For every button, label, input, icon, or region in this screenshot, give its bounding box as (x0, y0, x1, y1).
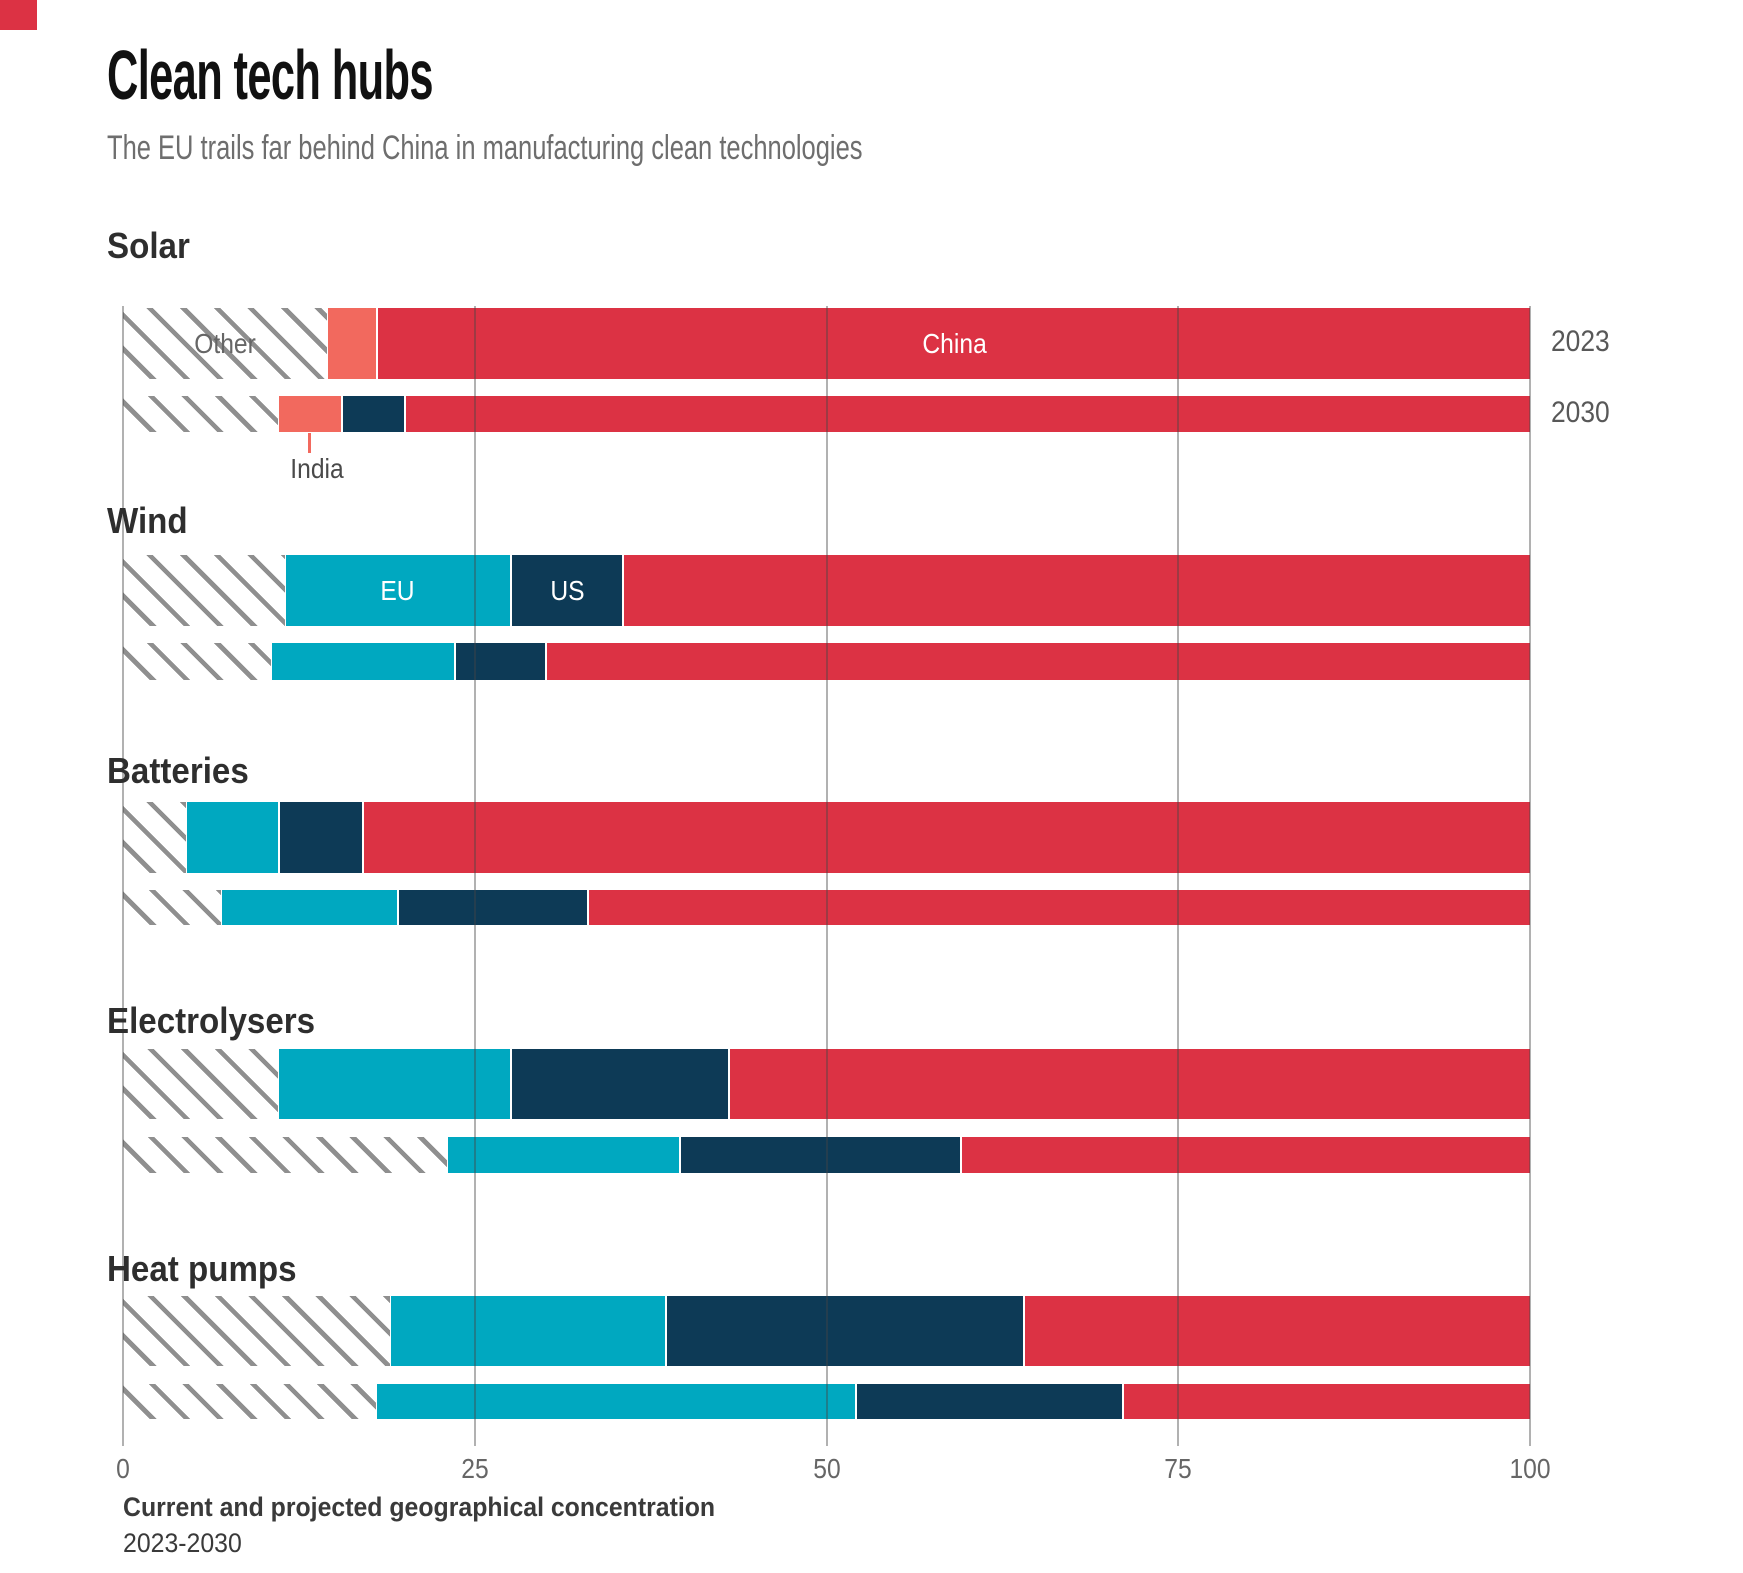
segment-china-2030 (960, 1137, 1530, 1173)
section-title-text: Solar (107, 225, 190, 266)
segment-china-2023: China (376, 308, 1530, 379)
tick-label-75: 75 (1163, 1455, 1194, 1483)
segment-label-china: China (921, 327, 987, 359)
bar-electrolysers-2030 (123, 1137, 1530, 1173)
page-title-text: Clean tech hubs (107, 36, 434, 114)
segment-eu-2023 (186, 802, 278, 873)
segment-other-2030 (123, 890, 222, 925)
brand-mark (0, 0, 37, 30)
segment-other-2023 (123, 1049, 278, 1119)
section-title-text: Wind (107, 500, 188, 541)
tick-label-text: 0 (116, 1453, 130, 1484)
bar-solar-2023: Other China (123, 308, 1530, 379)
section-title-electrolysers: Electrolysers (107, 1003, 333, 1039)
gridline-100 (1529, 306, 1531, 1446)
segment-us-2030 (453, 643, 546, 680)
section-title-text: Electrolysers (107, 1000, 316, 1041)
tick-label-text: 75 (1164, 1453, 1192, 1484)
year-label-2023-text: 2023 (1551, 325, 1610, 358)
bar-batteries-2030 (123, 890, 1530, 925)
bar-batteries-2023 (123, 802, 1530, 873)
year-label-2023: 2023 (1547, 327, 1614, 357)
segment-china-2023 (622, 555, 1530, 626)
segment-us-2023 (277, 802, 363, 873)
segment-other-2023 (123, 802, 187, 873)
segment-eu-2030 (446, 1137, 679, 1173)
gridline-75 (1177, 306, 1180, 1446)
segment-label-us: US (550, 574, 585, 606)
segment-other-2030 (123, 643, 271, 680)
segment-china-2030 (404, 396, 1530, 432)
segment-china-2030 (587, 890, 1530, 925)
tick-label-25: 25 (459, 1455, 490, 1483)
segment-eu-2030 (270, 643, 454, 680)
tick-label-100: 100 (1507, 1455, 1554, 1483)
year-label-2030-text: 2030 (1551, 396, 1610, 429)
axis-caption: Current and projected geographical conce… (123, 1492, 767, 1523)
segment-other-2023: Other (123, 308, 327, 379)
segment-us-2030 (678, 1137, 961, 1173)
segment-us-2030 (854, 1384, 1122, 1419)
segment-eu-2030 (376, 1384, 855, 1419)
india-callout-line (307, 433, 311, 453)
axis-period-text: 2023-2030 (123, 1528, 242, 1558)
section-title-batteries: Batteries (107, 753, 261, 789)
segment-label-eu: EU (380, 574, 415, 606)
segment-eu-2023 (390, 1296, 665, 1366)
segment-us-2030 (341, 396, 405, 432)
segment-china-2023 (1023, 1296, 1530, 1366)
tick-label-text: 25 (461, 1453, 489, 1484)
segment-us-2023: US (509, 555, 623, 626)
segment-us-2023 (664, 1296, 1024, 1366)
tick-label-text: 100 (1509, 1453, 1551, 1484)
segment-us-2023 (509, 1049, 728, 1119)
tick-label-0: 0 (115, 1455, 131, 1483)
section-title-text: Batteries (107, 750, 249, 791)
segment-other-2030 (123, 396, 278, 432)
page-subtitle-text: The EU trails far behind China in manufa… (107, 129, 863, 167)
segment-eu-2023: EU (284, 555, 510, 626)
bar-wind-2023: EU US (123, 555, 1530, 626)
gridline-50 (825, 306, 828, 1446)
tick-label-50: 50 (811, 1455, 842, 1483)
segment-label-other: Other (194, 327, 256, 359)
gridline-25 (473, 306, 476, 1446)
india-callout-text: India (290, 453, 345, 484)
page-subtitle: The EU trails far behind China in manufa… (107, 129, 1114, 167)
bar-heat-pumps-2023 (123, 1296, 1530, 1366)
segment-other-2030 (123, 1137, 447, 1173)
segment-other-2030 (123, 1384, 377, 1419)
segment-eu-2030 (221, 890, 398, 925)
section-title-text: Heat pumps (107, 1248, 297, 1289)
bar-wind-2030 (123, 643, 1530, 680)
segment-china-2030 (545, 643, 1530, 680)
tick-label-text: 50 (812, 1453, 841, 1484)
axis-period: 2023-2030 (123, 1528, 252, 1559)
section-title-heat-pumps: Heat pumps (107, 1251, 313, 1287)
section-title-wind: Wind (107, 503, 195, 539)
segment-china-2030 (1121, 1384, 1530, 1419)
segment-eu-2023 (277, 1049, 510, 1119)
bar-heat-pumps-2030 (123, 1384, 1530, 1419)
gridline-0 (122, 306, 124, 1446)
bar-electrolysers-2023 (123, 1049, 1530, 1119)
segment-us-2030 (397, 890, 588, 925)
india-callout-label: India (287, 455, 348, 483)
segment-other-2023 (123, 1296, 391, 1366)
axis-caption-text: Current and projected geographical conce… (123, 1492, 716, 1522)
section-title-solar: Solar (107, 228, 197, 264)
year-label-2030: 2030 (1547, 398, 1614, 428)
segment-china-2023 (362, 802, 1530, 873)
segment-china-2023 (727, 1049, 1530, 1119)
segment-india-2023 (327, 308, 377, 379)
segment-india-2030 (277, 396, 342, 432)
bar-solar-2030 (123, 396, 1530, 432)
segment-other-2023 (123, 555, 285, 626)
page-title: Clean tech hubs (107, 40, 633, 110)
